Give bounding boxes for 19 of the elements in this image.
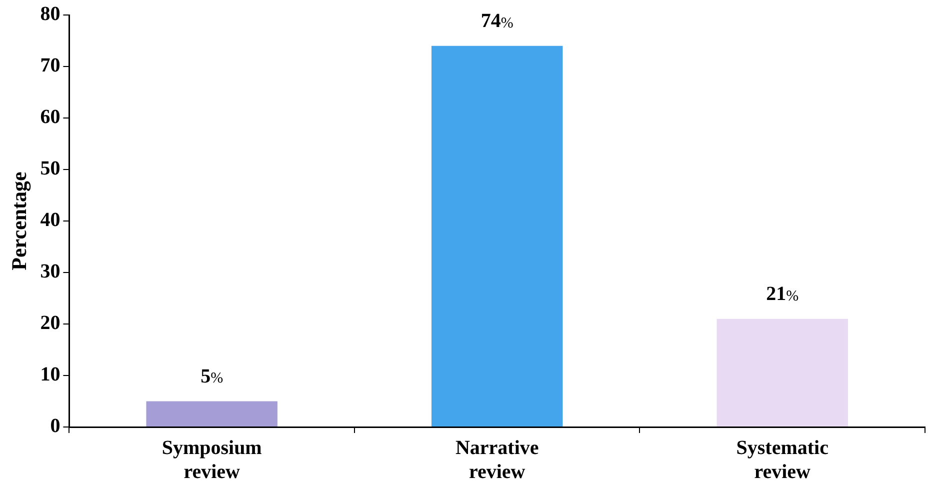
x-tick-label: Narrative review (455, 437, 539, 484)
y-tick-label: 70 (40, 54, 60, 77)
bar (716, 318, 848, 426)
y-tick-label: 20 (40, 312, 60, 334)
y-tick-label: 50 (40, 158, 60, 180)
y-tick-label: 40 (40, 209, 60, 232)
data-label: 74% (480, 10, 514, 32)
x-tick-label: Symposium review (162, 437, 262, 484)
y-tick-label: 0 (50, 415, 60, 438)
data-label: 21% (766, 283, 799, 306)
data-label: 5% (200, 365, 224, 388)
y-tick-label: 10 (40, 364, 60, 386)
bar (146, 401, 278, 426)
y-tick-label: 80 (40, 3, 60, 26)
bar (431, 46, 563, 426)
x-tick-label: Systematic review (736, 437, 829, 484)
y-tick-label: 60 (40, 106, 60, 128)
y-axis-title: Percentage (7, 172, 32, 270)
y-tick-label: 30 (40, 260, 60, 283)
